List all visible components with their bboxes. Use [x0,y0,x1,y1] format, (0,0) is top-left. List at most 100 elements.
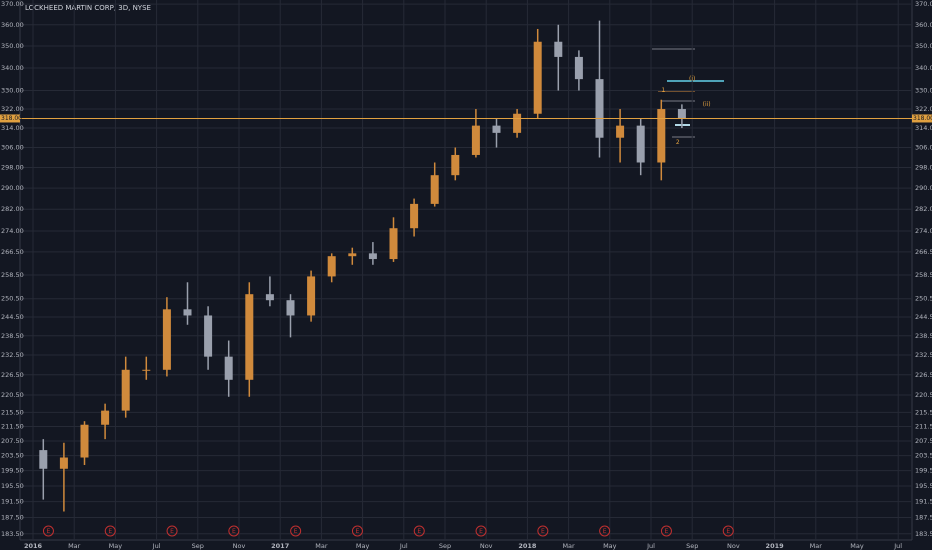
y-tick-label: 195.50 [1,482,24,490]
y-tick-label: 191.50 [1,498,24,506]
earnings-marker [228,525,240,537]
last-price-tag [0,114,20,123]
earnings-label: E [479,528,483,535]
x-tick-label: May [850,542,864,550]
y-tick-label: 183.50 [1,530,24,538]
candle-body [595,79,604,138]
last-price-tag [912,114,932,123]
wave-label: 1 [661,87,665,94]
candle-body [204,315,213,357]
candle-body [59,457,68,469]
x-tick-label: Jul [399,542,408,550]
x-tick-label: Jul [893,542,902,550]
x-tick-label: Sep [686,542,698,550]
candle-body [265,294,274,301]
y-tick-label: 220.50 [1,391,24,399]
y-tick-label: 330.00 [1,86,24,94]
earnings-label: E [108,528,112,535]
x-tick-label: 2017 [271,542,289,550]
candle-body [142,369,151,371]
y-tick-label: 350.00 [915,42,932,50]
earnings-label: E [665,528,669,535]
earnings-label: E [47,528,51,535]
y-tick-label: 232.50 [1,351,24,359]
x-tick-label: Mar [315,542,328,550]
y-tick-label: 314.00 [1,124,24,132]
y-tick-label: 282.00 [1,205,24,213]
chart-title: LOCKHEED MARTIN CORP, 3D, NYSE [25,4,151,12]
y-tick-label: 258.50 [915,271,932,279]
y-tick-label: 298.00 [915,164,932,172]
y-tick-label: 199.50 [915,467,932,475]
candle-body [327,256,336,277]
wave-label: 2 [676,139,680,146]
candle-body [554,41,563,57]
y-tick-label: 244.50 [915,313,932,321]
x-tick-label: May [603,542,617,550]
candle-body [533,41,542,114]
y-tick-label: 226.50 [915,371,932,379]
earnings-label: E [603,528,607,535]
earnings-label: E [294,528,298,535]
x-tick-label: Mar [562,542,575,550]
y-tick-label: 340.00 [915,64,932,72]
y-tick-label: 199.50 [1,467,24,475]
y-tick-label: 244.50 [1,313,24,321]
candle-body [451,154,460,176]
candle-body [224,356,233,380]
candle-body [286,300,295,316]
candle-body [389,228,398,260]
earnings-label: E [541,528,545,535]
y-tick-label: 187.50 [915,514,932,522]
y-tick-label: 191.50 [915,498,932,506]
earnings-label: E [417,528,421,535]
x-tick-label: Nov [233,542,246,550]
x-tick-label: Sep [439,542,451,550]
y-tick-label: 211.50 [1,423,24,431]
y-tick-label: 238.50 [915,332,932,340]
y-tick-label: 282.00 [915,205,932,213]
earnings-label: E [726,528,730,535]
candle-body [430,175,439,204]
y-tick-label: 370.00 [1,0,24,8]
y-tick-label: 250.50 [1,295,24,303]
candle-body [574,56,583,80]
earnings-marker [42,525,54,537]
candle-body [80,424,89,458]
y-tick-label: 306.00 [1,144,24,152]
x-tick-label: May [356,542,370,550]
candle-body [368,253,377,260]
y-tick-label: 203.50 [915,452,932,460]
earnings-marker [660,525,672,537]
y-tick-label: 360.00 [1,21,24,29]
y-tick-label: 290.00 [915,184,932,192]
x-tick-label: 2016 [24,542,43,550]
y-tick-label: 215.50 [915,408,932,416]
y-tick-label: 215.50 [1,408,24,416]
y-tick-label: 258.50 [1,271,24,279]
y-tick-label: 250.50 [915,295,932,303]
candle-body [101,410,110,425]
earnings-marker [351,525,363,537]
y-tick-label: 330.00 [915,86,932,94]
x-tick-label: Jul [152,542,161,550]
x-tick-label: May [109,542,123,550]
candle-body [492,125,501,133]
earnings-label: E [232,528,236,535]
x-tick-label: Jul [646,542,655,550]
earnings-marker [166,525,178,537]
wave-label: (ii) [703,101,711,108]
earnings-label: E [170,528,174,535]
candle-body [616,125,625,138]
earnings-marker [290,525,302,537]
y-tick-label: 314.00 [915,124,932,132]
y-tick-label: 340.00 [1,64,24,72]
wave-label: (i) [689,76,695,83]
last-price-label: 318.00 [1,115,22,122]
y-tick-label: 207.50 [1,437,24,445]
y-tick-label: 290.00 [1,184,24,192]
earnings-marker [722,525,734,537]
earnings-marker [537,525,549,537]
last-price-label: 318.00 [913,115,932,122]
